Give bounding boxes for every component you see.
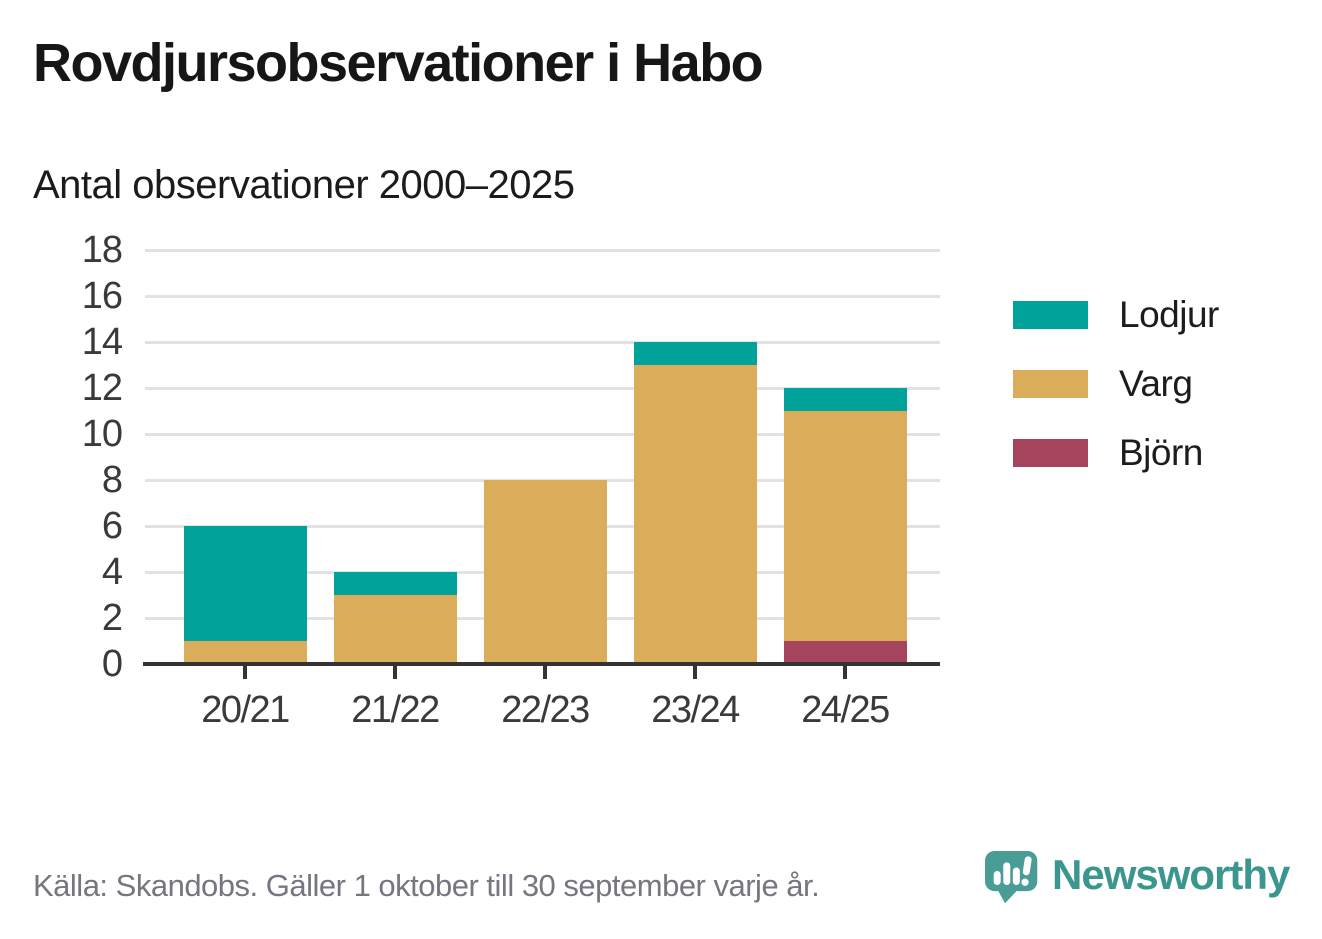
x-axis-line bbox=[143, 662, 940, 666]
bar-24-25-lodjur bbox=[784, 388, 907, 411]
y-axis-tick-label: 10 bbox=[81, 413, 123, 455]
x-axis-tick-label: 24/25 bbox=[801, 689, 890, 731]
x-axis-tick bbox=[393, 666, 397, 679]
x-axis-tick bbox=[843, 666, 847, 679]
legend-swatch-lodjur bbox=[1013, 301, 1088, 329]
source-note: Källa: Skandobs. Gäller 1 oktober till 3… bbox=[33, 868, 820, 903]
bar-20-21-varg bbox=[184, 641, 307, 664]
legend-label: Varg bbox=[1119, 363, 1193, 404]
bar-24-25-bjrn bbox=[784, 641, 907, 664]
legend-label: Lodjur bbox=[1119, 294, 1219, 335]
y-axis-tick-label: 14 bbox=[81, 321, 123, 363]
y-axis-tick-label: 12 bbox=[81, 367, 123, 409]
newsworthy-logo-icon bbox=[985, 851, 1038, 904]
bar-24-25-varg bbox=[784, 411, 907, 641]
legend: Lodjur Varg Björn bbox=[1013, 294, 1219, 501]
x-axis-tick bbox=[243, 666, 247, 679]
gridline-y-12 bbox=[145, 387, 940, 390]
legend-item-lodjur: Lodjur bbox=[1013, 294, 1219, 336]
chart-subtitle: Antal observationer 2000–2025 bbox=[33, 163, 575, 207]
legend-swatch-bjrn bbox=[1013, 439, 1088, 467]
legend-item-bjrn: Björn bbox=[1013, 432, 1219, 474]
x-axis-tick bbox=[543, 666, 547, 679]
y-axis-tick-label: 4 bbox=[101, 551, 123, 593]
brand-wordmark: Newsworthy bbox=[1052, 851, 1290, 898]
x-axis-tick-label: 22/23 bbox=[501, 689, 590, 731]
bar-20-21-lodjur bbox=[184, 526, 307, 641]
bar-22-23-varg bbox=[484, 480, 607, 664]
x-axis-tick bbox=[693, 666, 697, 679]
legend-label: Björn bbox=[1119, 432, 1203, 473]
y-axis-tick-label: 16 bbox=[81, 275, 123, 317]
gridline-y-18 bbox=[145, 249, 940, 252]
y-axis-tick-label: 0 bbox=[101, 643, 123, 685]
gridline-y-16 bbox=[145, 295, 940, 298]
legend-item-varg: Varg bbox=[1013, 363, 1219, 405]
brand: Newsworthy bbox=[985, 848, 1290, 908]
y-axis-tick-label: 8 bbox=[101, 459, 123, 501]
legend-swatch-varg bbox=[1013, 370, 1088, 398]
gridline-y-10 bbox=[145, 433, 940, 436]
x-axis-tick-label: 23/24 bbox=[651, 689, 740, 731]
y-axis-tick-label: 6 bbox=[101, 505, 123, 547]
y-axis-tick-label: 18 bbox=[81, 229, 123, 271]
gridline-y-14 bbox=[145, 341, 940, 344]
x-axis-tick-label: 21/22 bbox=[351, 689, 440, 731]
bar-23-24-varg bbox=[634, 365, 757, 664]
bar-21-22-lodjur bbox=[334, 572, 457, 595]
chart-title: Rovdjursobservationer i Habo bbox=[33, 33, 764, 93]
x-axis-tick-label: 20/21 bbox=[201, 689, 290, 731]
bar-23-24-lodjur bbox=[634, 342, 757, 365]
bar-21-22-varg bbox=[334, 595, 457, 664]
y-axis-tick-label: 2 bbox=[101, 597, 123, 639]
